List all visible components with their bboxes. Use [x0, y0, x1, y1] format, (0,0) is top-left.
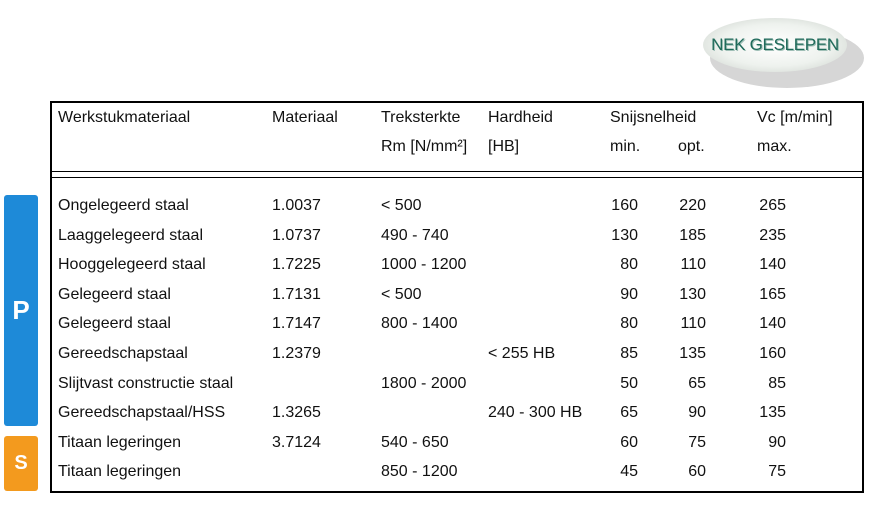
cell-werkstukmateriaal: Gelegeerd staal — [58, 286, 171, 303]
cell-materiaal: 1.0037 — [272, 197, 321, 214]
cell-werkstukmateriaal: Titaan legeringen — [58, 434, 182, 451]
cell-materiaal: 1.7225 — [272, 256, 321, 273]
cell-min: 160 — [611, 197, 638, 214]
cell-min: 80 — [620, 256, 638, 273]
cell-opt: 110 — [680, 315, 706, 332]
material-group-s-tab: S — [4, 436, 38, 491]
cell-treksterkte: < 500 — [381, 197, 422, 214]
cell-treksterkte: < 500 — [381, 286, 422, 303]
cell-max: 140 — [759, 256, 786, 273]
cell-max: 235 — [759, 227, 786, 244]
header-hardheid-unit: [HB] — [488, 138, 520, 155]
cell-werkstukmateriaal: Ongelegeerd staal — [58, 197, 189, 214]
header-divider-top — [52, 171, 862, 172]
cell-werkstukmateriaal: Slijtvast constructie staal — [58, 375, 234, 392]
header-treksterkte-unit: Rm [N/mm²] — [381, 138, 468, 155]
cutting-speed-table — [50, 101, 864, 493]
cell-hardheid: 240 - 300 HB — [488, 404, 583, 421]
cell-opt: 110 — [680, 256, 706, 273]
cell-min: 50 — [620, 375, 638, 392]
cell-max: 85 — [768, 375, 786, 392]
cell-opt: 185 — [679, 227, 706, 244]
cell-opt: 220 — [679, 197, 706, 214]
header-opt: opt. — [678, 138, 705, 155]
cell-min: 80 — [620, 315, 638, 332]
cell-werkstukmateriaal: Titaan legeringen — [58, 463, 182, 480]
cell-treksterkte: 800 - 1400 — [381, 315, 458, 332]
cell-opt: 130 — [679, 286, 706, 303]
tab-s-label: S — [14, 452, 28, 474]
cell-opt: 135 — [679, 345, 706, 362]
cell-min: 85 — [620, 345, 638, 362]
cell-materiaal: 3.7124 — [272, 434, 321, 451]
cell-werkstukmateriaal: Gereedschapstaal/HSS — [58, 404, 226, 421]
header-materiaal: Materiaal — [272, 109, 338, 126]
cell-materiaal: 1.7147 — [272, 315, 321, 332]
cell-treksterkte: 540 - 650 — [381, 434, 449, 451]
header-hardheid: Hardheid — [488, 109, 553, 126]
cell-max: 265 — [759, 197, 786, 214]
nek-geslepen-badge: NEK GESLEPEN — [703, 18, 847, 72]
cell-werkstukmateriaal: Laaggelegeerd staal — [58, 227, 204, 244]
cell-hardheid: < 255 HB — [488, 345, 556, 362]
cell-max: 75 — [768, 463, 786, 480]
cell-max: 90 — [768, 434, 786, 451]
cell-min: 90 — [620, 286, 638, 303]
cell-treksterkte: 1800 - 2000 — [381, 375, 467, 392]
header-divider-bottom — [52, 177, 862, 178]
badge-label: NEK GESLEPEN — [711, 35, 839, 54]
cell-werkstukmateriaal: Gereedschapstaal — [58, 345, 188, 362]
cell-min: 60 — [620, 434, 638, 451]
header-treksterkte: Treksterkte — [381, 109, 461, 126]
cell-materiaal: 1.7131 — [272, 286, 321, 303]
cell-max: 160 — [759, 345, 786, 362]
cell-min: 65 — [620, 404, 638, 421]
cell-treksterkte: 1000 - 1200 — [381, 256, 467, 273]
cell-treksterkte: 490 - 740 — [381, 227, 449, 244]
header-werkstukmateriaal: Werkstukmateriaal — [58, 109, 191, 126]
cell-opt: 65 — [688, 375, 706, 392]
cell-materiaal: 1.2379 — [272, 345, 321, 362]
cell-opt: 75 — [688, 434, 706, 451]
material-group-p-tab: P — [4, 195, 38, 426]
header-min: min. — [610, 138, 641, 155]
cell-opt: 60 — [688, 463, 706, 480]
cell-treksterkte: 850 - 1200 — [381, 463, 458, 480]
cell-materiaal: 1.3265 — [272, 404, 321, 421]
header-vc: Vc [m/min] — [757, 109, 833, 126]
tab-p-label: P — [12, 295, 30, 325]
header-max: max. — [757, 138, 792, 155]
cell-max: 135 — [759, 404, 786, 421]
cell-opt: 90 — [688, 404, 706, 421]
cell-werkstukmateriaal: Hooggelegeerd staal — [58, 256, 206, 273]
cell-min: 45 — [620, 463, 638, 480]
cell-min: 130 — [611, 227, 638, 244]
cell-max: 165 — [759, 286, 786, 303]
cell-werkstukmateriaal: Gelegeerd staal — [58, 315, 171, 332]
cell-max: 140 — [759, 315, 786, 332]
cell-materiaal: 1.0737 — [272, 227, 321, 244]
header-snijsnelheid: Snijsnelheid — [610, 109, 697, 126]
